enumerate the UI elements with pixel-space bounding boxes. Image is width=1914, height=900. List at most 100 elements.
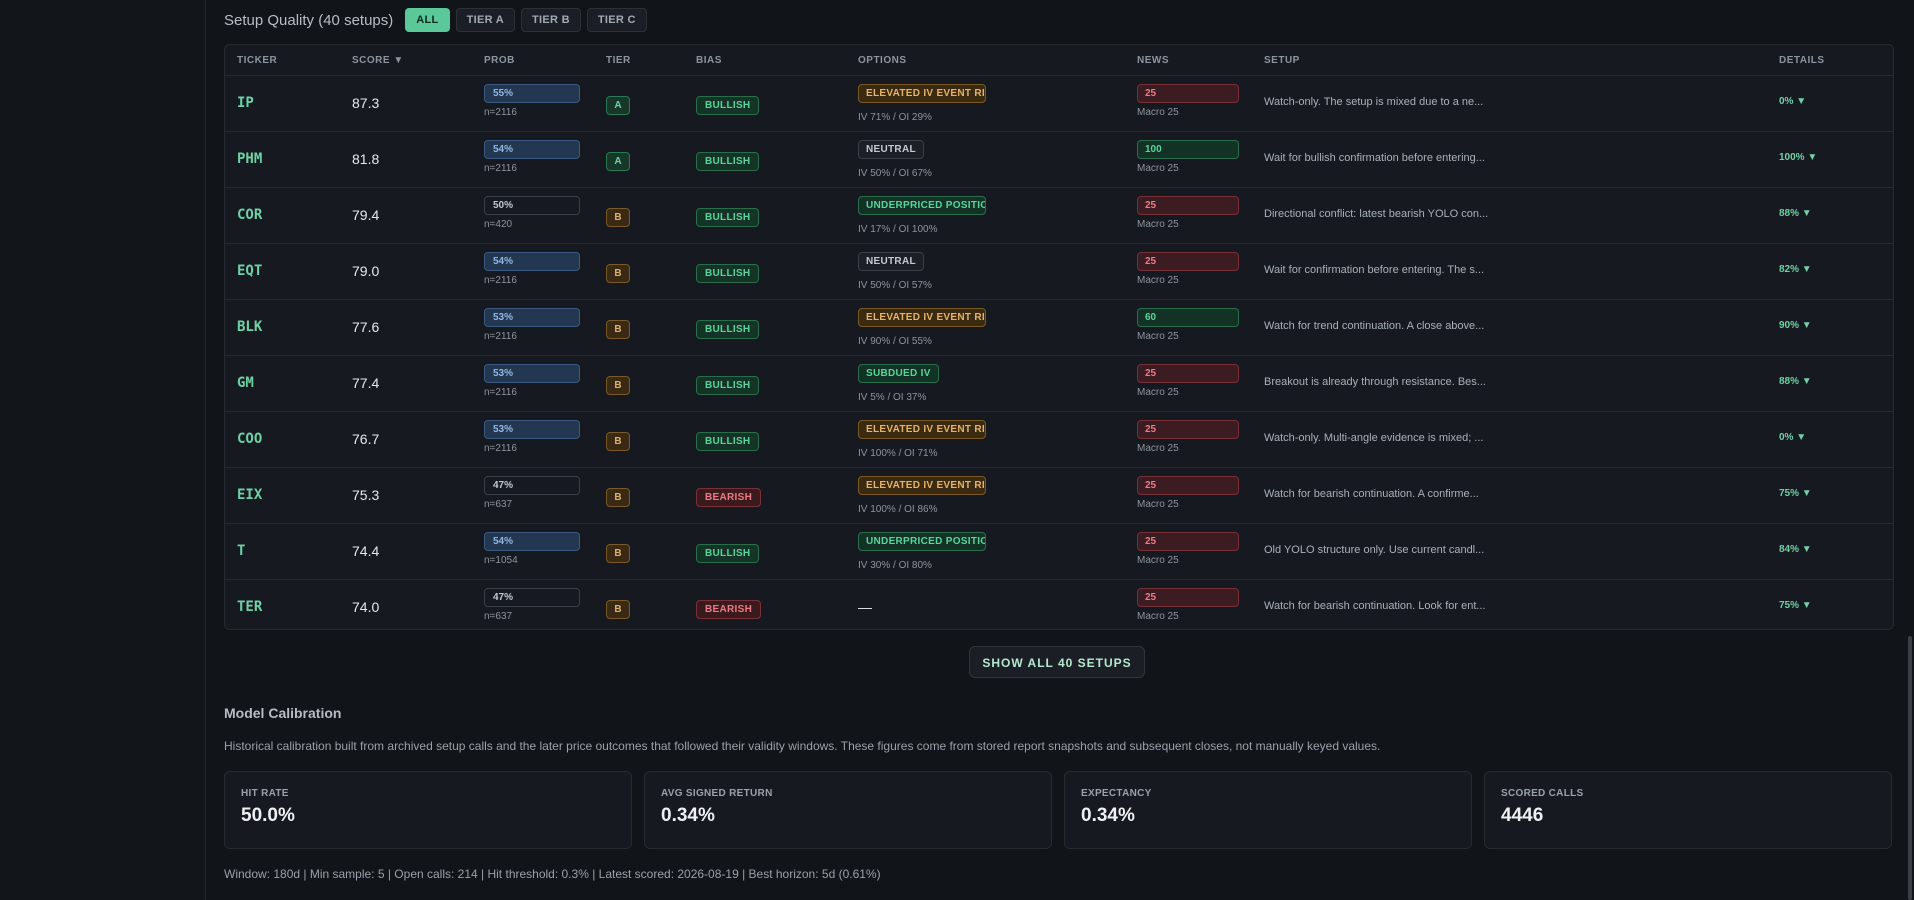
bias-badge: BULLISH	[696, 152, 760, 171]
details-toggle[interactable]: 0% ▼	[1779, 96, 1807, 107]
table-row[interactable]: EIX 75.3 47% n=637 B BEARISH ELEVATED IV…	[225, 468, 1893, 524]
table-row[interactable]: IP 87.3 55% n=2116 A BULLISH ELEVATED IV…	[225, 76, 1893, 132]
header-bias[interactable]: BIAS	[696, 55, 722, 66]
header-setup[interactable]: SETUP	[1264, 55, 1300, 66]
ticker-link[interactable]: EQT	[237, 263, 263, 279]
ticker-link[interactable]: GM	[237, 375, 254, 391]
news-macro: Macro 25	[1137, 163, 1179, 174]
header-tier[interactable]: TIER	[606, 55, 631, 66]
news-score-badge: 25	[1137, 420, 1239, 439]
details-toggle[interactable]: 75% ▼	[1779, 488, 1812, 499]
table-row[interactable]: EQT 79.0 54% n=2116 B BULLISH NEUTRAL IV…	[225, 244, 1893, 300]
tier-cell: B	[606, 431, 630, 451]
header-details[interactable]: DETAILS	[1779, 55, 1825, 66]
ticker-link[interactable]: COO	[237, 431, 263, 447]
header-prob[interactable]: PROB	[484, 55, 515, 66]
probability-cell: 53% n=2116	[484, 364, 580, 398]
details-toggle[interactable]: 84% ▼	[1779, 544, 1812, 555]
ticker-link[interactable]: COR	[237, 207, 263, 223]
ticker-link[interactable]: TER	[237, 599, 263, 615]
options-cell: ELEVATED IV EVENT RISK IV 71% / OI 29%	[858, 84, 986, 123]
ticker-link[interactable]: IP	[237, 95, 254, 111]
ticker-link[interactable]: PHM	[237, 151, 263, 167]
details-toggle[interactable]: 88% ▼	[1779, 208, 1812, 219]
news-cell: 25 Macro 25	[1137, 252, 1239, 286]
avg-signed-return-label: AVG SIGNED RETURN	[661, 788, 773, 799]
table-row[interactable]: COO 76.7 53% n=2116 B BULLISH ELEVATED I…	[225, 412, 1893, 468]
setups-table: TICKER SCORE ▼ PROB TIER BIAS OPTIONS NE…	[224, 44, 1894, 630]
header-ticker[interactable]: TICKER	[237, 55, 278, 66]
filter-tier-b-button[interactable]: TIER B	[521, 8, 581, 32]
hit-rate-value: 50.0%	[241, 805, 295, 826]
sample-size: n=2116	[484, 443, 517, 454]
bias-badge: BULLISH	[696, 208, 760, 227]
tier-cell: B	[606, 543, 630, 563]
bias-cell: BULLISH	[696, 375, 760, 395]
news-score-badge: 25	[1137, 476, 1239, 495]
tier-cell: A	[606, 151, 630, 171]
probability-cell: 54% n=2116	[484, 252, 580, 286]
ticker-link[interactable]: EIX	[237, 487, 263, 503]
news-score-badge: 60	[1137, 308, 1239, 327]
details-toggle[interactable]: 90% ▼	[1779, 320, 1812, 331]
news-score-badge: 25	[1137, 84, 1239, 103]
options-iv-oi: IV 50% / OI 57%	[858, 280, 932, 291]
ticker-link[interactable]: T	[237, 543, 246, 559]
news-cell: 25 Macro 25	[1137, 364, 1239, 398]
options-iv-oi: IV 100% / OI 71%	[858, 448, 938, 459]
scored-calls-label: SCORED CALLS	[1501, 788, 1584, 799]
table-row[interactable]: T 74.4 54% n=1054 B BULLISH UNDERPRICED …	[225, 524, 1893, 580]
header-news[interactable]: NEWS	[1137, 55, 1169, 66]
table-row[interactable]: BLK 77.6 53% n=2116 B BULLISH ELEVATED I…	[225, 300, 1893, 356]
score-value: 77.4	[352, 375, 380, 391]
options-badge: ELEVATED IV EVENT RISK	[858, 308, 986, 327]
details-toggle[interactable]: 82% ▼	[1779, 264, 1812, 275]
tier-badge: B	[606, 544, 630, 563]
table-row[interactable]: PHM 81.8 54% n=2116 A BULLISH NEUTRAL IV…	[225, 132, 1893, 188]
probability-cell: 47% n=637	[484, 476, 580, 510]
expectancy-card: EXPECTANCY 0.34%	[1064, 771, 1472, 849]
table-row[interactable]: GM 77.4 53% n=2116 B BULLISH SUBDUED IV …	[225, 356, 1893, 412]
table-row[interactable]: COR 79.4 50% n=420 B BULLISH UNDERPRICED…	[225, 188, 1893, 244]
news-cell: 25 Macro 25	[1137, 588, 1239, 622]
details-toggle[interactable]: 75% ▼	[1779, 600, 1812, 611]
show-all-setups-button[interactable]: SHOW ALL 40 SETUPS	[969, 646, 1145, 678]
sample-size: n=2116	[484, 163, 517, 174]
bias-badge: BEARISH	[696, 600, 762, 619]
news-score-badge: 25	[1137, 252, 1239, 271]
options-badge: NEUTRAL	[858, 140, 924, 159]
ticker-link[interactable]: BLK	[237, 319, 263, 335]
tier-badge: B	[606, 264, 630, 283]
table-row[interactable]: TER 74.0 47% n=637 B BEARISH — 25 Macro …	[225, 580, 1893, 629]
bias-cell: BULLISH	[696, 543, 760, 563]
details-toggle[interactable]: 0% ▼	[1779, 432, 1807, 443]
probability-cell: 47% n=637	[484, 588, 580, 622]
filter-tier-c-button[interactable]: TIER C	[586, 8, 647, 32]
setup-summary: Wait for confirmation before entering. T…	[1264, 264, 1485, 276]
tier-badge: B	[606, 488, 630, 507]
options-cell: ELEVATED IV EVENT RISK IV 90% / OI 55%	[858, 308, 986, 347]
news-macro: Macro 25	[1137, 331, 1179, 342]
bias-badge: BULLISH	[696, 96, 760, 115]
tier-badge: A	[606, 96, 630, 115]
header-score[interactable]: SCORE ▼	[352, 55, 404, 66]
tier-cell: A	[606, 95, 630, 115]
options-cell: NEUTRAL IV 50% / OI 57%	[858, 252, 932, 291]
filter-all-button[interactable]: ALL	[405, 8, 450, 32]
tier-cell: B	[606, 599, 630, 619]
filter-tier-a-button[interactable]: TIER A	[455, 8, 516, 32]
news-macro: Macro 25	[1137, 611, 1179, 622]
probability-cell: 53% n=2116	[484, 420, 580, 454]
header-options[interactable]: OPTIONS	[858, 55, 907, 66]
scrollbar[interactable]	[1908, 636, 1912, 900]
model-calibration-description: Historical calibration built from archiv…	[224, 739, 1381, 753]
tier-badge: B	[606, 320, 630, 339]
tier-cell: B	[606, 207, 630, 227]
news-macro: Macro 25	[1137, 499, 1179, 510]
score-value: 74.0	[352, 599, 380, 615]
calibration-footer: Window: 180d | Min sample: 5 | Open call…	[224, 867, 881, 881]
probability-badge: 47%	[484, 588, 580, 607]
details-toggle[interactable]: 88% ▼	[1779, 376, 1812, 387]
scored-calls-value: 4446	[1501, 805, 1544, 826]
details-toggle[interactable]: 100% ▼	[1779, 152, 1818, 163]
